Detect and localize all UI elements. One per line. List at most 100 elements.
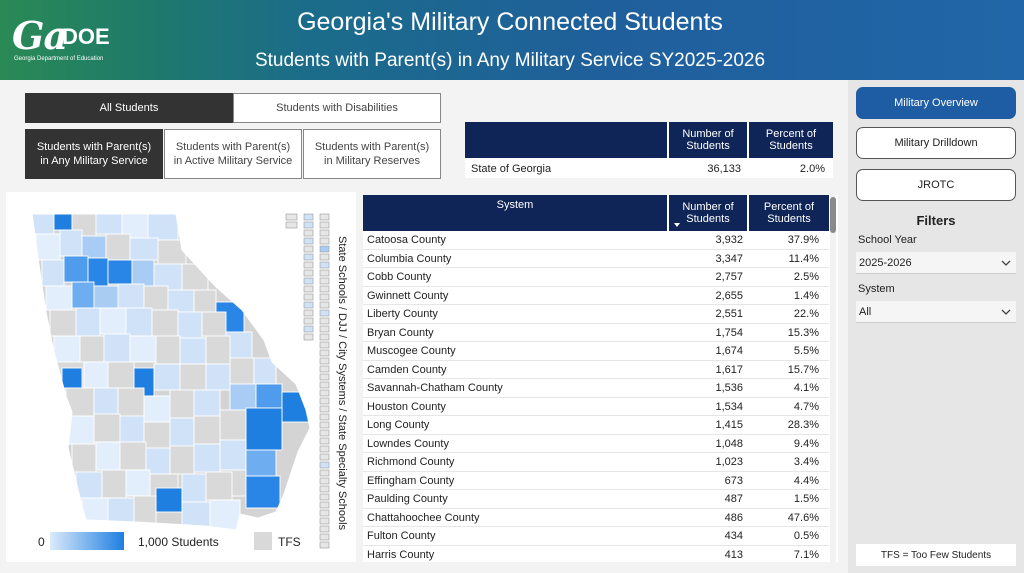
chevron-down-icon (1001, 260, 1011, 266)
system-percent-cell: 2.5% (793, 271, 819, 283)
system-number-cell: 1,534 (715, 400, 743, 413)
system-number-cell: 487 (724, 493, 743, 505)
system-percent-cell: 22.% (793, 308, 819, 320)
active-military-button[interactable]: Students with Parent(s) in Active Milita… (164, 129, 302, 179)
system-name-cell: Harris County (367, 548, 435, 561)
table-row[interactable]: Catoosa County 3,932 37.9% (363, 231, 829, 250)
system-percent-cell: 15.3% (787, 326, 819, 339)
state-summary-table: Number of Students Percent of Students S… (465, 122, 833, 178)
jrotc-button[interactable]: JROTC (856, 169, 1016, 201)
system-filter-label: System (858, 283, 895, 295)
table-row[interactable]: Long County 1,415 28.3% (363, 416, 829, 435)
system-table-header: System Number of Students Percent of Stu… (363, 195, 829, 231)
system-percent-cell: 15.7% (787, 363, 819, 376)
system-name-cell: Camden County (367, 363, 447, 376)
school-year-select[interactable]: 2025-2026 (856, 252, 1016, 274)
system-percent-cell: 47.6% (787, 511, 819, 524)
scrollbar-track[interactable] (830, 195, 836, 562)
military-reserves-button[interactable]: Students with Parent(s) in Military Rese… (303, 129, 441, 179)
system-number-cell: 2,551 (715, 308, 743, 320)
filters-title: Filters (916, 213, 956, 228)
any-military-button[interactable]: Students with Parent(s) in Any Military … (25, 129, 163, 179)
table-row[interactable]: Gwinnett County 2,655 1.4% (363, 287, 829, 305)
georgia-map-panel: State Schools / DJJ / City Systems / Sta… (6, 192, 356, 562)
system-percent-cell: 28.3% (787, 419, 819, 431)
legend-min-label: 0 (38, 535, 45, 549)
system-name-cell: Chattahoochee County (367, 511, 480, 524)
scrollbar-thumb[interactable] (830, 197, 836, 233)
all-students-button[interactable]: All Students (25, 93, 233, 123)
military-drilldown-button[interactable]: Military Drilldown (856, 127, 1016, 159)
system-name-cell: Richmond County (367, 456, 455, 468)
system-number-cell: 1,754 (715, 326, 743, 339)
state-number: 36,133 (707, 163, 741, 175)
system-name-cell: Catoosa County (367, 234, 446, 246)
table-row[interactable]: Fulton County 434 0.5% (363, 527, 829, 546)
logo-subtitle: Georgia Department of Education (14, 56, 104, 62)
system-percent-cell: 11.4% (788, 252, 819, 265)
state-col-number[interactable]: Number of Students (667, 122, 747, 158)
system-number-cell: 413 (724, 548, 743, 561)
county-shapes (32, 214, 310, 530)
georgia-choropleth-map[interactable]: State Schools / DJJ / City Systems / Sta… (6, 192, 356, 562)
special-schools-grid[interactable] (285, 213, 330, 549)
students-with-disabilities-button[interactable]: Students with Disabilities (233, 93, 441, 123)
system-number-cell: 486 (724, 511, 743, 524)
system-name-cell: Cobb County (367, 271, 432, 283)
logo-doe-text: DOE (62, 24, 110, 49)
system-name-cell: Long County (367, 419, 430, 431)
system-number-cell: 3,932 (715, 234, 743, 246)
table-row[interactable]: Richmond County 1,023 3.4% (363, 453, 829, 472)
system-percent-cell: 4.7% (793, 400, 819, 413)
table-row[interactable]: Columbia County 3,347 11.4% (363, 250, 829, 268)
state-percent: 2.0% (799, 163, 825, 175)
system-name-cell: Paulding County (367, 493, 448, 505)
col-number-label: Number of Students (682, 201, 734, 225)
state-table-header: Number of Students Percent of Students (465, 122, 833, 158)
table-row[interactable]: Houston County 1,534 4.7% (363, 398, 829, 416)
table-row[interactable]: Lowndes County 1,048 9.4% (363, 435, 829, 453)
school-year-label: School Year (858, 234, 917, 246)
system-name-cell: Houston County (367, 400, 446, 413)
table-row[interactable]: Harris County 413 7.1% (363, 546, 829, 563)
table-row[interactable]: Liberty County 2,551 22.% (363, 305, 829, 324)
system-name-cell: Savannah-Chatham County (367, 382, 503, 394)
system-number-cell: 434 (724, 530, 743, 542)
col-number[interactable]: Number of Students (667, 195, 747, 231)
system-name-cell: Columbia County (367, 252, 452, 265)
system-percent-cell: 37.9% (787, 234, 819, 246)
col-percent[interactable]: Percent of Students (747, 195, 829, 231)
school-year-value: 2025-2026 (859, 257, 912, 269)
legend-tfs-label: TFS (278, 535, 301, 549)
table-row[interactable]: Savannah-Chatham County 1,536 4.1% (363, 379, 829, 398)
system-number-cell: 1,415 (715, 419, 743, 431)
table-row[interactable]: Camden County 1,617 15.7% (363, 361, 829, 379)
system-percent-cell: 3.4% (793, 456, 819, 468)
table-row[interactable]: Chattahoochee County 486 47.6% (363, 509, 829, 527)
system-name-cell: Lowndes County (367, 437, 449, 450)
right-sidebar: Military Overview Military Drilldown JRO… (848, 80, 1024, 573)
legend-gradient (50, 532, 124, 550)
header-banner: Ga DOE Georgia Department of Education G… (0, 0, 1024, 80)
table-row[interactable]: Cobb County 2,757 2.5% (363, 268, 829, 287)
tfs-note: TFS = Too Few Students (856, 544, 1016, 566)
legend-tfs-swatch (254, 532, 272, 550)
system-name-cell: Gwinnett County (367, 289, 449, 302)
state-col-percent[interactable]: Percent of Students (747, 122, 833, 158)
table-row[interactable]: Paulding County 487 1.5% (363, 490, 829, 509)
gadoe-logo: Ga DOE Georgia Department of Education (12, 14, 112, 68)
sort-desc-icon (674, 223, 680, 227)
legend-max-label: 1,000 Students (138, 535, 219, 549)
table-row[interactable]: Bryan County 1,754 15.3% (363, 324, 829, 342)
chevron-down-icon (1001, 309, 1011, 315)
table-row[interactable]: Effingham County 673 4.4% (363, 472, 829, 490)
system-percent-cell: 9.4% (793, 437, 819, 450)
table-row[interactable]: Muscogee County 1,674 5.5% (363, 342, 829, 361)
system-percent-cell: 7.1% (793, 548, 819, 561)
system-select[interactable]: All (856, 301, 1016, 323)
system-number-cell: 2,655 (715, 289, 743, 302)
system-percent-cell: 4.1% (793, 382, 819, 394)
system-number-cell: 1,536 (715, 382, 743, 394)
military-overview-button[interactable]: Military Overview (856, 87, 1016, 119)
col-system[interactable]: System (496, 199, 534, 211)
